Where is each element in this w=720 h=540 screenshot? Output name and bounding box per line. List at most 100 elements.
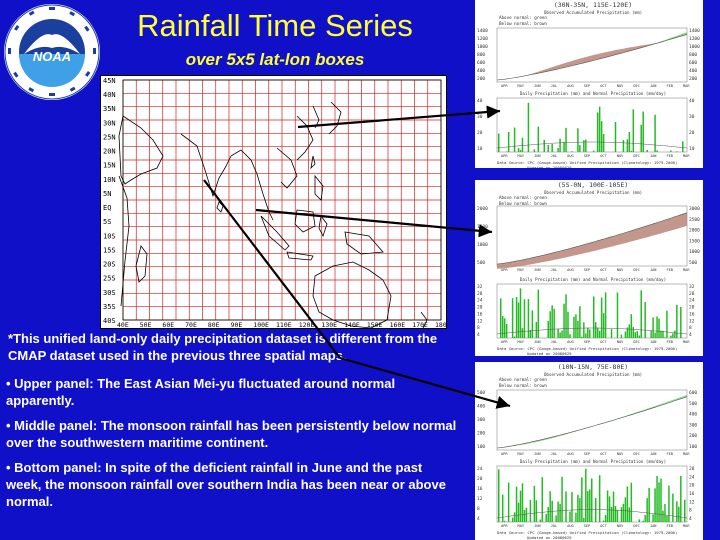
daily-bar [682, 141, 684, 152]
rainfall-panel-middle: (5S-0N, 100E-105E)Observed Accumulated P… [475, 180, 703, 356]
daily-bar [636, 331, 639, 338]
accum-tick-left: 2000 [477, 206, 488, 212]
accum-tick-right: 400 [689, 68, 697, 74]
daily-bar [600, 121, 603, 152]
daily-bar [585, 139, 587, 152]
daily-bar [616, 509, 619, 522]
accum-month-label: MAR [683, 268, 690, 272]
lat-tick-label: 15N [103, 162, 116, 170]
daily-bar [519, 490, 522, 522]
daily-bar [529, 499, 532, 522]
daily-bar [503, 318, 506, 338]
accum-month-label: MAR [683, 84, 690, 88]
daily-bar [656, 316, 658, 338]
logo-bird [24, 34, 80, 54]
daily-tick-right: 12 [689, 499, 695, 505]
panel-updated: Updated on 20080629 [527, 165, 572, 168]
daily-month-label: JUN [534, 524, 541, 528]
daily-month-label: AUG [567, 524, 574, 528]
lat-tick-label: 35S [103, 303, 116, 311]
panel-daily-header: Daily Precipitation (mm) and Normal Prec… [520, 91, 666, 96]
daily-bar [553, 308, 555, 338]
accum-month-label: DEC [633, 452, 640, 456]
accum-month-label: OCT [600, 268, 607, 272]
daily-tick-left: 20 [477, 305, 483, 311]
daily-bar [626, 327, 629, 338]
daily-bar [628, 507, 631, 522]
daily-bar [517, 502, 520, 522]
lon-tick-label: 100E [253, 321, 269, 329]
daily-bar [523, 510, 526, 522]
daily-bar [575, 314, 577, 338]
logo-wordmark: NOAA [33, 49, 71, 64]
daily-bar [652, 317, 654, 338]
daily-bar [606, 490, 609, 522]
accum-month-label: FEB [666, 268, 673, 272]
daily-bar [642, 111, 644, 152]
noaa-logo: NOAA [4, 4, 100, 100]
accum-tick-right: 800 [689, 52, 697, 58]
accum-tick-left: 800 [477, 52, 485, 58]
daily-month-label: SEP [584, 340, 591, 344]
daily-month-label: DEC [633, 340, 640, 344]
daily-bar [511, 517, 514, 522]
daily-bar [517, 302, 520, 338]
daily-bar [610, 506, 613, 522]
daily-bar [543, 139, 545, 152]
daily-tick-left: 4 [477, 516, 480, 522]
daily-tick-right: 20 [689, 130, 695, 136]
daily-bar [513, 127, 516, 152]
daily-bar [674, 330, 676, 338]
daily-bar [527, 102, 530, 152]
lat-tick-label: 45N [103, 77, 116, 85]
accum-tick-left: 1200 [477, 36, 488, 42]
accum-month-label: OCT [600, 84, 607, 88]
lat-tick-label: 10N [103, 176, 116, 184]
panel-data-source: Data Source: CPC (Gauge-based) Unified P… [497, 160, 677, 165]
daily-tick-left: 24 [477, 298, 483, 304]
daily-bar [664, 337, 666, 338]
accum-month-label: MAY [518, 452, 525, 456]
daily-tick-right: 16 [689, 491, 695, 497]
daily-bar [569, 511, 571, 522]
daily-month-label: JAN [650, 154, 657, 158]
daily-tick-left: 40 [477, 98, 483, 104]
daily-bar [583, 517, 585, 522]
daily-bar [529, 330, 532, 338]
lat-tick-label: 40S [103, 317, 116, 325]
map-lat-labels: 45N 40N 35N 30N 25N 20N 15N 10N 5N EQ 5S 10S 15S 20S 2… [103, 77, 116, 325]
daily-bar [622, 140, 625, 152]
daily-bar [644, 302, 646, 338]
daily-bar [525, 507, 528, 522]
daily-month-label: MAY [518, 340, 525, 344]
accum-tick-left: 1000 [477, 44, 488, 50]
lat-tick-label: 15S [103, 246, 116, 254]
daily-bar [577, 128, 579, 152]
accum-tick-right: 1000 [689, 249, 700, 255]
daily-bar [537, 126, 540, 152]
daily-bar [610, 329, 613, 338]
daily-tick-right: 8 [689, 325, 692, 331]
daily-bar [640, 124, 642, 152]
daily-bar [672, 493, 674, 522]
daily-bar [646, 149, 648, 152]
daily-tick-right: 30 [689, 114, 695, 120]
daily-month-label: MAR [683, 340, 690, 344]
panel-legend-below: Below normal: brown [499, 201, 547, 206]
daily-month-label: NOV [617, 154, 624, 158]
daily-tick-left: 10 [477, 146, 483, 152]
accum-tick-right: 500 [689, 260, 697, 266]
accum-tick-right: 100 [689, 444, 697, 450]
daily-bar [644, 514, 646, 522]
daily-bar [626, 139, 629, 152]
daily-bar [519, 150, 522, 152]
daily-bar [598, 106, 601, 152]
lon-tick-label: 160E [390, 321, 406, 329]
daily-bar [521, 137, 524, 152]
accum-month-label: JAN [650, 84, 657, 88]
daily-bar [620, 507, 623, 522]
panel-data-source: Data Source: CPC (Gauge-based) Unified P… [497, 530, 677, 535]
accum-tick-right: 1000 [689, 44, 700, 50]
daily-bar [551, 144, 553, 152]
daily-bar [577, 320, 579, 338]
